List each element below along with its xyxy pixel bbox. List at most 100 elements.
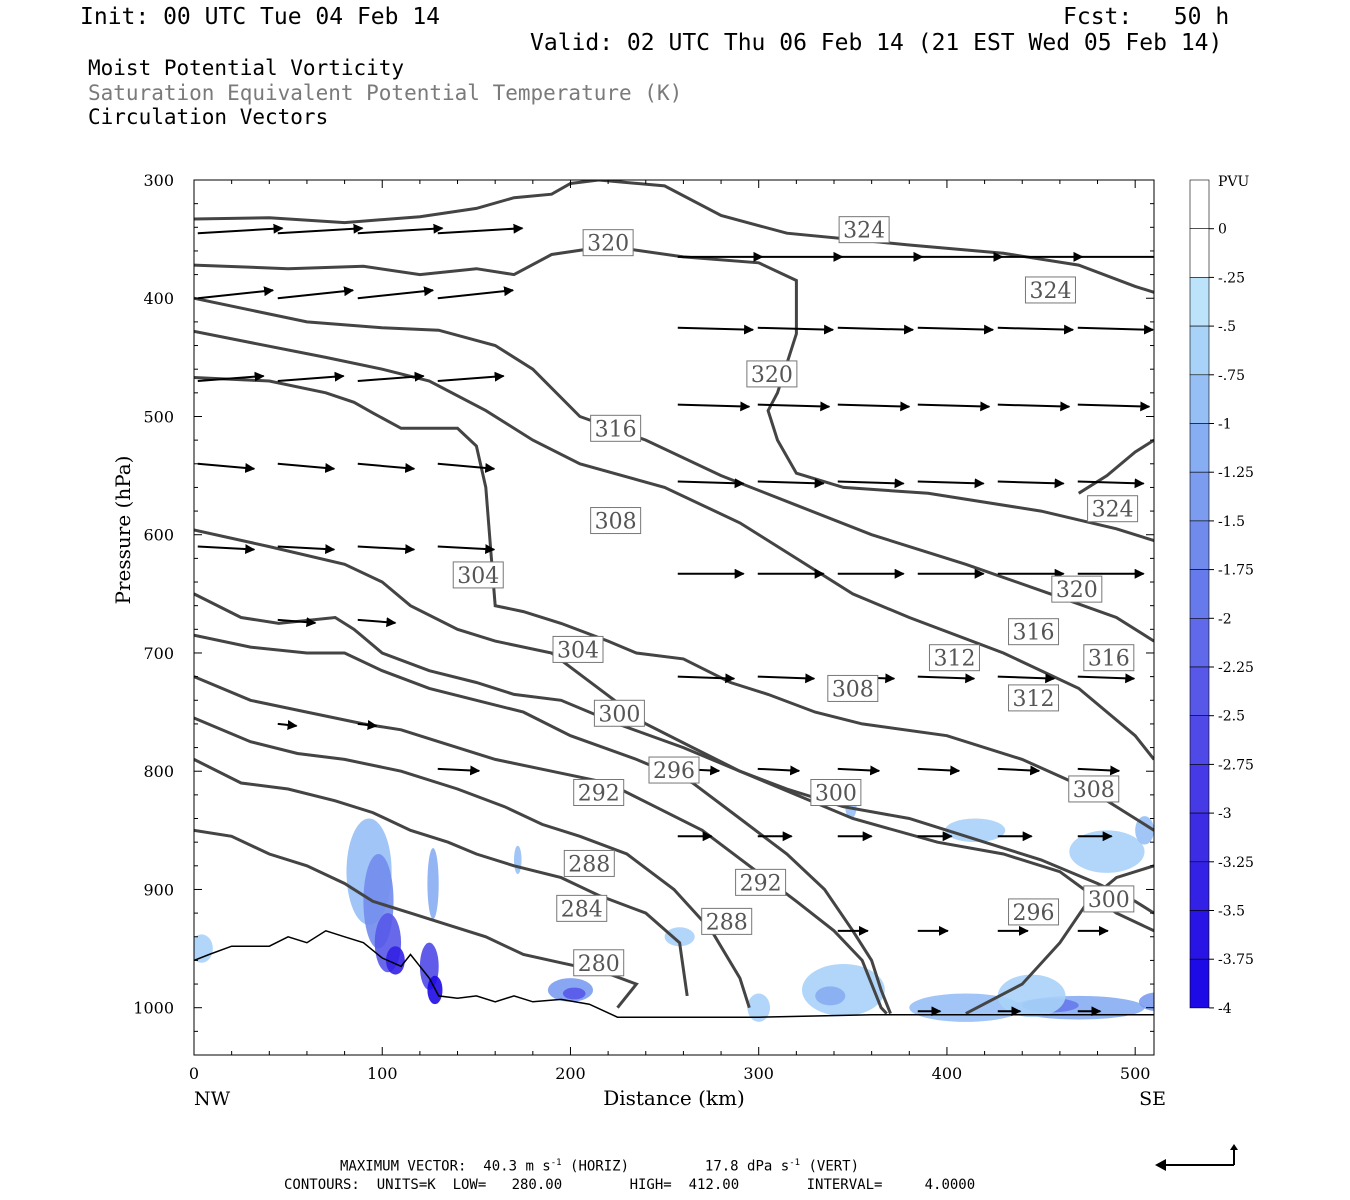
pv-region xyxy=(386,946,405,975)
circulation-vector xyxy=(197,371,265,383)
contour-label-text: 308 xyxy=(595,510,637,535)
contour-label-box xyxy=(1024,276,1076,304)
circulation-vector xyxy=(917,765,961,776)
contour-label-box xyxy=(590,414,642,442)
circulation-vector xyxy=(277,544,336,555)
theta-contour-label: 292 xyxy=(573,779,625,807)
circulation-vector xyxy=(437,544,496,555)
circulation-vector xyxy=(1077,765,1121,776)
colorbar-swatch xyxy=(1189,520,1210,570)
circulation-vector xyxy=(197,544,256,555)
contour-label-box xyxy=(746,360,798,388)
pv-region xyxy=(1069,830,1145,873)
theta-contour-label: 320 xyxy=(1051,575,1103,603)
circulation-vector xyxy=(197,462,256,473)
colorbar-swatch xyxy=(1189,228,1210,278)
colorbar-label: -3.75 xyxy=(1218,952,1254,968)
circulation-vector xyxy=(277,223,364,235)
circulation-vector xyxy=(1077,401,1151,412)
theta-contour-label: 320 xyxy=(582,229,634,257)
circulation-vector xyxy=(677,478,745,489)
contour-label-text: 324 xyxy=(1092,498,1134,523)
contour-label-text: 288 xyxy=(568,852,610,877)
colorbar-label: -3 xyxy=(1218,806,1232,822)
circulation-vector xyxy=(357,286,435,300)
colorbar-swatch xyxy=(1189,277,1210,327)
y-tick-label: 800 xyxy=(143,762,174,781)
contour-label-text: 312 xyxy=(1013,687,1055,712)
circulation-vector xyxy=(437,371,505,383)
field-title-theta-es: Saturation Equivalent Potential Temperat… xyxy=(88,81,683,105)
theta-contour-label: 308 xyxy=(590,507,642,535)
circulation-vector xyxy=(277,286,355,300)
theta-es-contour xyxy=(194,244,1154,543)
colorbar-label: -2.75 xyxy=(1218,757,1254,773)
y-tick-label: 900 xyxy=(143,880,174,899)
circulation-vector xyxy=(277,617,317,628)
theta-contour-label: 284 xyxy=(556,894,608,922)
x-right-label: SE xyxy=(1139,1088,1166,1110)
theta-contour-label: 296 xyxy=(1008,898,1060,926)
theta-contour-label: 312 xyxy=(928,644,980,672)
pv-region xyxy=(1138,992,1154,1012)
theta-es-contour xyxy=(194,296,1154,643)
reference-vector-icon xyxy=(1155,1144,1238,1171)
x-tick-label: 300 xyxy=(743,1064,774,1083)
contour-label-text: 280 xyxy=(578,952,620,977)
pv-region xyxy=(747,993,770,1022)
theta-contour-label: 308 xyxy=(1068,775,1120,803)
max-vector-horiz: 40.3 m s xyxy=(483,1158,551,1175)
y-tick-label: 300 xyxy=(143,171,174,190)
max-vector-line: MAXIMUM VECTOR: 40.3 m s-1 (HORIZ) 17.8 … xyxy=(340,1159,859,1174)
contour-label-box xyxy=(556,894,608,922)
contour-label-text: 284 xyxy=(561,897,603,922)
contour-label-box xyxy=(648,756,700,784)
pv-region xyxy=(945,818,1006,843)
circulation-vector xyxy=(997,673,1056,684)
contour-label-text: 292 xyxy=(740,871,782,896)
field-title-vectors: Circulation Vectors xyxy=(88,105,329,129)
colorbar-swatch xyxy=(1189,569,1210,619)
colorbar-swatch xyxy=(1189,715,1210,765)
theta-es-contour xyxy=(194,376,1154,832)
theta-contour-label: 320 xyxy=(746,360,798,388)
contour-label-text: 308 xyxy=(832,677,874,702)
theta-es-contour xyxy=(194,329,1154,761)
horiz-exponent: -1 xyxy=(550,1158,562,1168)
pv-region xyxy=(514,845,522,875)
circulation-vector xyxy=(997,401,1071,412)
circulation-vector xyxy=(837,324,915,335)
y-tick-label: 600 xyxy=(143,526,174,545)
pv-region xyxy=(427,848,439,920)
circulation-vector xyxy=(917,673,976,684)
contour-label-box xyxy=(563,849,615,877)
circulation-vector xyxy=(997,765,1041,776)
contour-label-text: 316 xyxy=(1088,647,1130,672)
circulation-vector xyxy=(997,478,1065,489)
circulation-vector xyxy=(837,401,911,412)
circulation-vector xyxy=(277,462,336,473)
max-vector-vert: 17.8 dPa s xyxy=(704,1158,790,1175)
theta-es-contour xyxy=(1077,438,1154,495)
contour-label-text: 300 xyxy=(1088,888,1130,913)
colorbar-swatch xyxy=(1189,374,1210,424)
colorbar-swatch xyxy=(1189,325,1210,376)
y-tick-label: 1000 xyxy=(133,999,174,1018)
theta-es-contour xyxy=(194,528,1154,915)
theta-es-contour xyxy=(194,675,888,1015)
circulation-vector xyxy=(277,719,298,730)
forecast-hour: Fcst: 50 h xyxy=(1063,4,1230,30)
circulation-vector xyxy=(1077,673,1136,684)
contour-label-box xyxy=(1008,898,1060,926)
circulation-vector xyxy=(677,673,736,684)
colorbar-swatch xyxy=(1189,958,1210,1009)
colorbar-label: 0 xyxy=(1218,222,1227,238)
contour-label-box xyxy=(928,644,980,672)
contour-label-box xyxy=(1087,495,1139,523)
init-time: Init: 00 UTC Tue 04 Feb 14 xyxy=(80,4,441,30)
colorbar-label: -1 xyxy=(1218,417,1232,433)
contour-label-text: 288 xyxy=(706,910,748,935)
circulation-vector xyxy=(437,462,496,473)
theta-contour-label: 324 xyxy=(1087,495,1139,523)
theta-contour-label: 312 xyxy=(1008,684,1060,712)
